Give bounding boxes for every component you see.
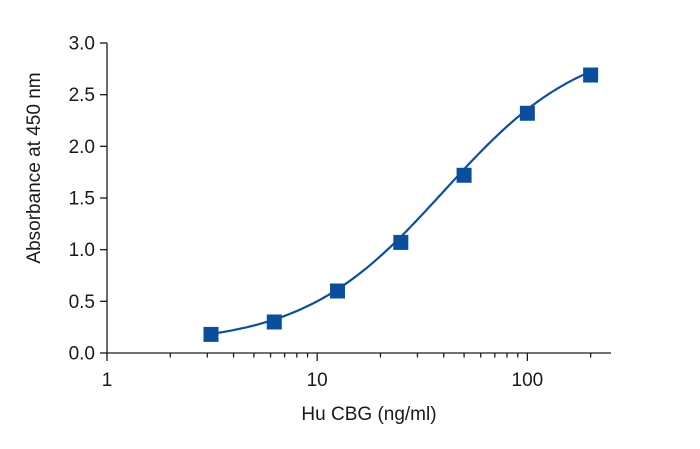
data-point [266, 314, 282, 330]
y-tick-label: 1.0 [69, 240, 95, 261]
y-axis: 0.0 0.5 1.0 1.5 2.0 2.5 3.0 [69, 34, 108, 365]
y-tick-label: 1.5 [69, 189, 95, 210]
x-axis: 1 10 100 [102, 352, 611, 391]
y-tick-label: 2.0 [69, 137, 95, 158]
data-point [393, 234, 409, 250]
data-point [203, 326, 219, 342]
data-point [583, 67, 599, 83]
y-tick-label: 2.5 [69, 85, 95, 106]
data-points [203, 67, 599, 342]
x-tick-label: 10 [307, 370, 328, 391]
data-point [519, 105, 535, 121]
x-axis-title: Hu CBG (ng/ml) [301, 404, 436, 425]
x-tick-label: 1 [102, 370, 113, 391]
y-tick-label: 0.0 [69, 344, 95, 365]
data-point [456, 167, 472, 183]
data-point [330, 283, 346, 299]
x-tick-label: 100 [512, 370, 544, 391]
x-ticks: 1 10 100 [102, 353, 592, 391]
y-axis-title: Absorbance at 450 nm [24, 72, 45, 263]
y-ticks: 0.0 0.5 1.0 1.5 2.0 2.5 3.0 [69, 34, 107, 365]
y-tick-label: 3.0 [69, 34, 95, 55]
y-tick-label: 0.5 [69, 292, 95, 313]
